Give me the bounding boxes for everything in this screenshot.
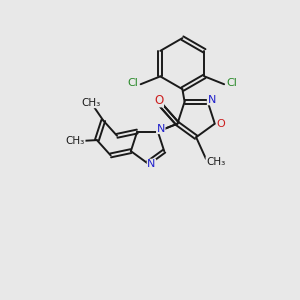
Text: O: O xyxy=(154,94,164,106)
Text: O: O xyxy=(154,94,164,106)
Text: CH₃: CH₃ xyxy=(206,157,225,167)
Text: N: N xyxy=(207,95,216,105)
Text: O: O xyxy=(216,119,225,129)
Text: N: N xyxy=(147,159,156,169)
Text: CH₃: CH₃ xyxy=(81,98,101,108)
Text: Cl: Cl xyxy=(128,78,138,88)
Text: Cl: Cl xyxy=(226,78,237,88)
Text: N: N xyxy=(157,124,165,134)
Text: CH₃: CH₃ xyxy=(66,136,85,146)
